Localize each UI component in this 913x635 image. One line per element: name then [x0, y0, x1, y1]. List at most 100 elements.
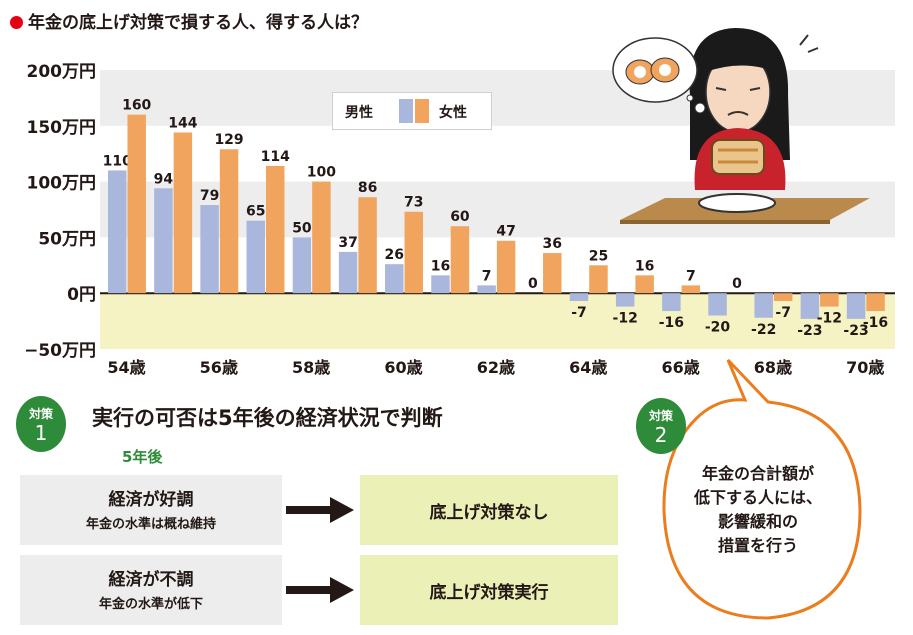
data-label-female: 100 — [307, 165, 336, 181]
y-tick-label: 50万円 — [38, 229, 96, 249]
bar-female — [635, 275, 654, 294]
data-label-female: 86 — [358, 180, 377, 196]
measure2-text: 年金の合計額が 低下する人には、 影響緩和の 措置を行う — [668, 462, 848, 558]
measure1-badge: 対策 1 — [16, 396, 66, 452]
data-label-female: 60 — [450, 209, 470, 225]
x-tick-label: 54歳 — [107, 358, 145, 377]
after-5-years-label: 5年後 — [122, 448, 163, 466]
data-label-female: 129 — [214, 132, 243, 148]
arrow-right-icon — [286, 497, 354, 523]
data-label-female: 0 — [732, 276, 742, 292]
data-label-female: 144 — [168, 115, 197, 131]
bar-male — [708, 293, 727, 316]
bar-female — [127, 114, 146, 294]
condition-box-bad: 経済が不調 年金の水準が低下 — [20, 555, 282, 625]
bar-male — [800, 293, 820, 319]
legend-swatch-female — [415, 99, 429, 123]
measure2-line-3: 影響緩和の — [717, 512, 798, 531]
data-label-female: 36 — [543, 236, 562, 252]
bar-female — [450, 226, 470, 294]
bar-male — [431, 275, 450, 294]
bar-male — [292, 237, 312, 294]
legend-label-female: 女性 — [439, 105, 467, 121]
data-label-female: 114 — [261, 149, 290, 165]
bar-female — [404, 211, 423, 294]
bar-female — [312, 181, 331, 294]
bar-male — [615, 293, 635, 307]
y-tick-label: 200万円 — [27, 62, 97, 82]
bar-male — [846, 293, 866, 319]
bar-female — [820, 293, 839, 307]
chart-legend: 男性 女性 — [332, 92, 492, 130]
condition-bad-sub: 年金の水準が低下 — [98, 597, 203, 612]
measure1-badge-label: 対策 — [28, 407, 53, 421]
bar-male — [246, 220, 265, 294]
data-label-female: 7 — [686, 268, 696, 284]
title-text: 年金の底上げ対策で損する人、得する人は？ — [28, 13, 368, 33]
bar-female — [866, 293, 885, 312]
data-label-female: -7 — [775, 305, 791, 321]
measure2-line-4: 措置を行う — [717, 536, 798, 555]
x-tick-label: 56歳 — [200, 358, 238, 377]
data-label-male: -22 — [751, 322, 776, 338]
measure2-line-2: 低下する人には、 — [693, 488, 822, 507]
worry-marks-icon — [799, 34, 819, 53]
bar-female — [681, 285, 701, 294]
data-label-female: -12 — [817, 311, 842, 327]
y-tick-label: 150万円 — [27, 118, 97, 138]
page-title: 年金の底上げ対策で損する人、得する人は？ — [10, 8, 368, 33]
bar-male — [154, 188, 173, 294]
woman-illustration — [689, 28, 790, 190]
bar-female — [773, 293, 793, 302]
measure1-badge-number: 1 — [34, 421, 48, 445]
bar-female — [358, 197, 377, 294]
bar-female — [589, 265, 608, 294]
x-tick-label: 62歳 — [477, 358, 515, 377]
result-box-no-action: 底上げ対策なし — [360, 475, 618, 545]
data-label-male: 16 — [431, 258, 450, 274]
data-label-male: 26 — [385, 247, 404, 263]
legend-label-male: 男性 — [345, 105, 373, 121]
y-tick-label: 0円 — [67, 285, 96, 305]
bar-male — [338, 251, 358, 294]
condition-good-sub: 年金の水準は概ね維持 — [85, 517, 216, 532]
measure2-badge: 対策 2 — [636, 398, 686, 454]
data-label-male: -23 — [797, 323, 822, 339]
bar-male — [108, 170, 127, 294]
condition-bad-main: 経済が不調 — [108, 570, 194, 590]
bar-male — [754, 293, 773, 318]
data-label-female: 47 — [496, 224, 515, 240]
data-label-male: -23 — [843, 323, 868, 339]
illustration-woman-eating — [612, 28, 870, 224]
condition-good-main: 経済が好調 — [108, 490, 194, 510]
bar-male — [385, 264, 404, 294]
data-label-male: 110 — [103, 153, 132, 169]
x-tick-label: 58歳 — [292, 358, 330, 377]
data-label-male: 37 — [338, 235, 357, 251]
data-label-male: -12 — [613, 311, 638, 327]
data-label-male: 79 — [200, 188, 219, 204]
condition-box-good: 経済が好調 年金の水準は概ね維持 — [20, 475, 282, 545]
data-label-female: 160 — [122, 98, 151, 114]
thought-bubble-icon — [612, 37, 706, 114]
y-tick-label: 100万円 — [27, 174, 97, 194]
x-tick-label: 64歳 — [569, 358, 607, 377]
measure1-heading: 実行の可否は5年後の経済状況で判断 — [92, 406, 443, 430]
data-label-female: 16 — [635, 258, 654, 274]
arrow-right-icon — [286, 577, 354, 603]
y-tick-label: −50万円 — [24, 341, 96, 361]
bar-female — [543, 253, 562, 294]
data-label-female: 73 — [404, 195, 423, 211]
measure2-badge-label: 対策 — [648, 409, 673, 423]
data-label-male: 50 — [292, 220, 312, 236]
data-label-male: 65 — [246, 204, 265, 220]
data-label-male: 94 — [154, 171, 174, 187]
bar-male — [200, 205, 219, 294]
bar-male — [569, 293, 589, 302]
bar-female — [266, 165, 285, 294]
data-label-male: -16 — [659, 315, 684, 331]
bar-male — [477, 285, 496, 294]
measure2-line-1: 年金の合計額が — [701, 464, 814, 483]
data-label-male: -20 — [705, 320, 731, 336]
data-label-male: 7 — [482, 268, 492, 284]
